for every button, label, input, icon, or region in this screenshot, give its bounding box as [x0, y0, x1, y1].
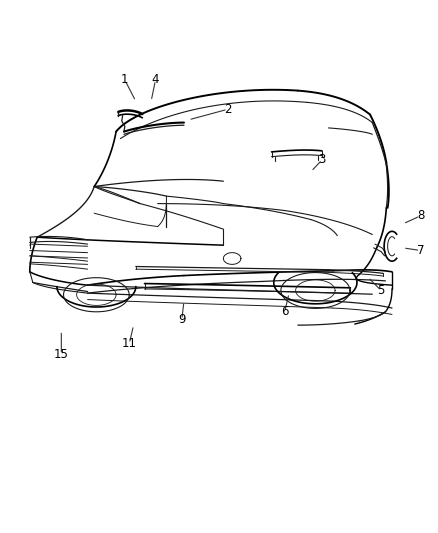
Text: 7: 7: [417, 244, 424, 257]
Text: 5: 5: [378, 284, 385, 297]
Text: 8: 8: [417, 209, 424, 222]
Text: 2: 2: [224, 103, 232, 116]
Text: 3: 3: [318, 154, 325, 166]
Text: 15: 15: [54, 348, 69, 361]
Text: 6: 6: [281, 305, 289, 318]
Text: 11: 11: [122, 337, 137, 350]
Text: 1: 1: [121, 74, 129, 86]
Text: 9: 9: [178, 313, 186, 326]
Text: 4: 4: [152, 74, 159, 86]
